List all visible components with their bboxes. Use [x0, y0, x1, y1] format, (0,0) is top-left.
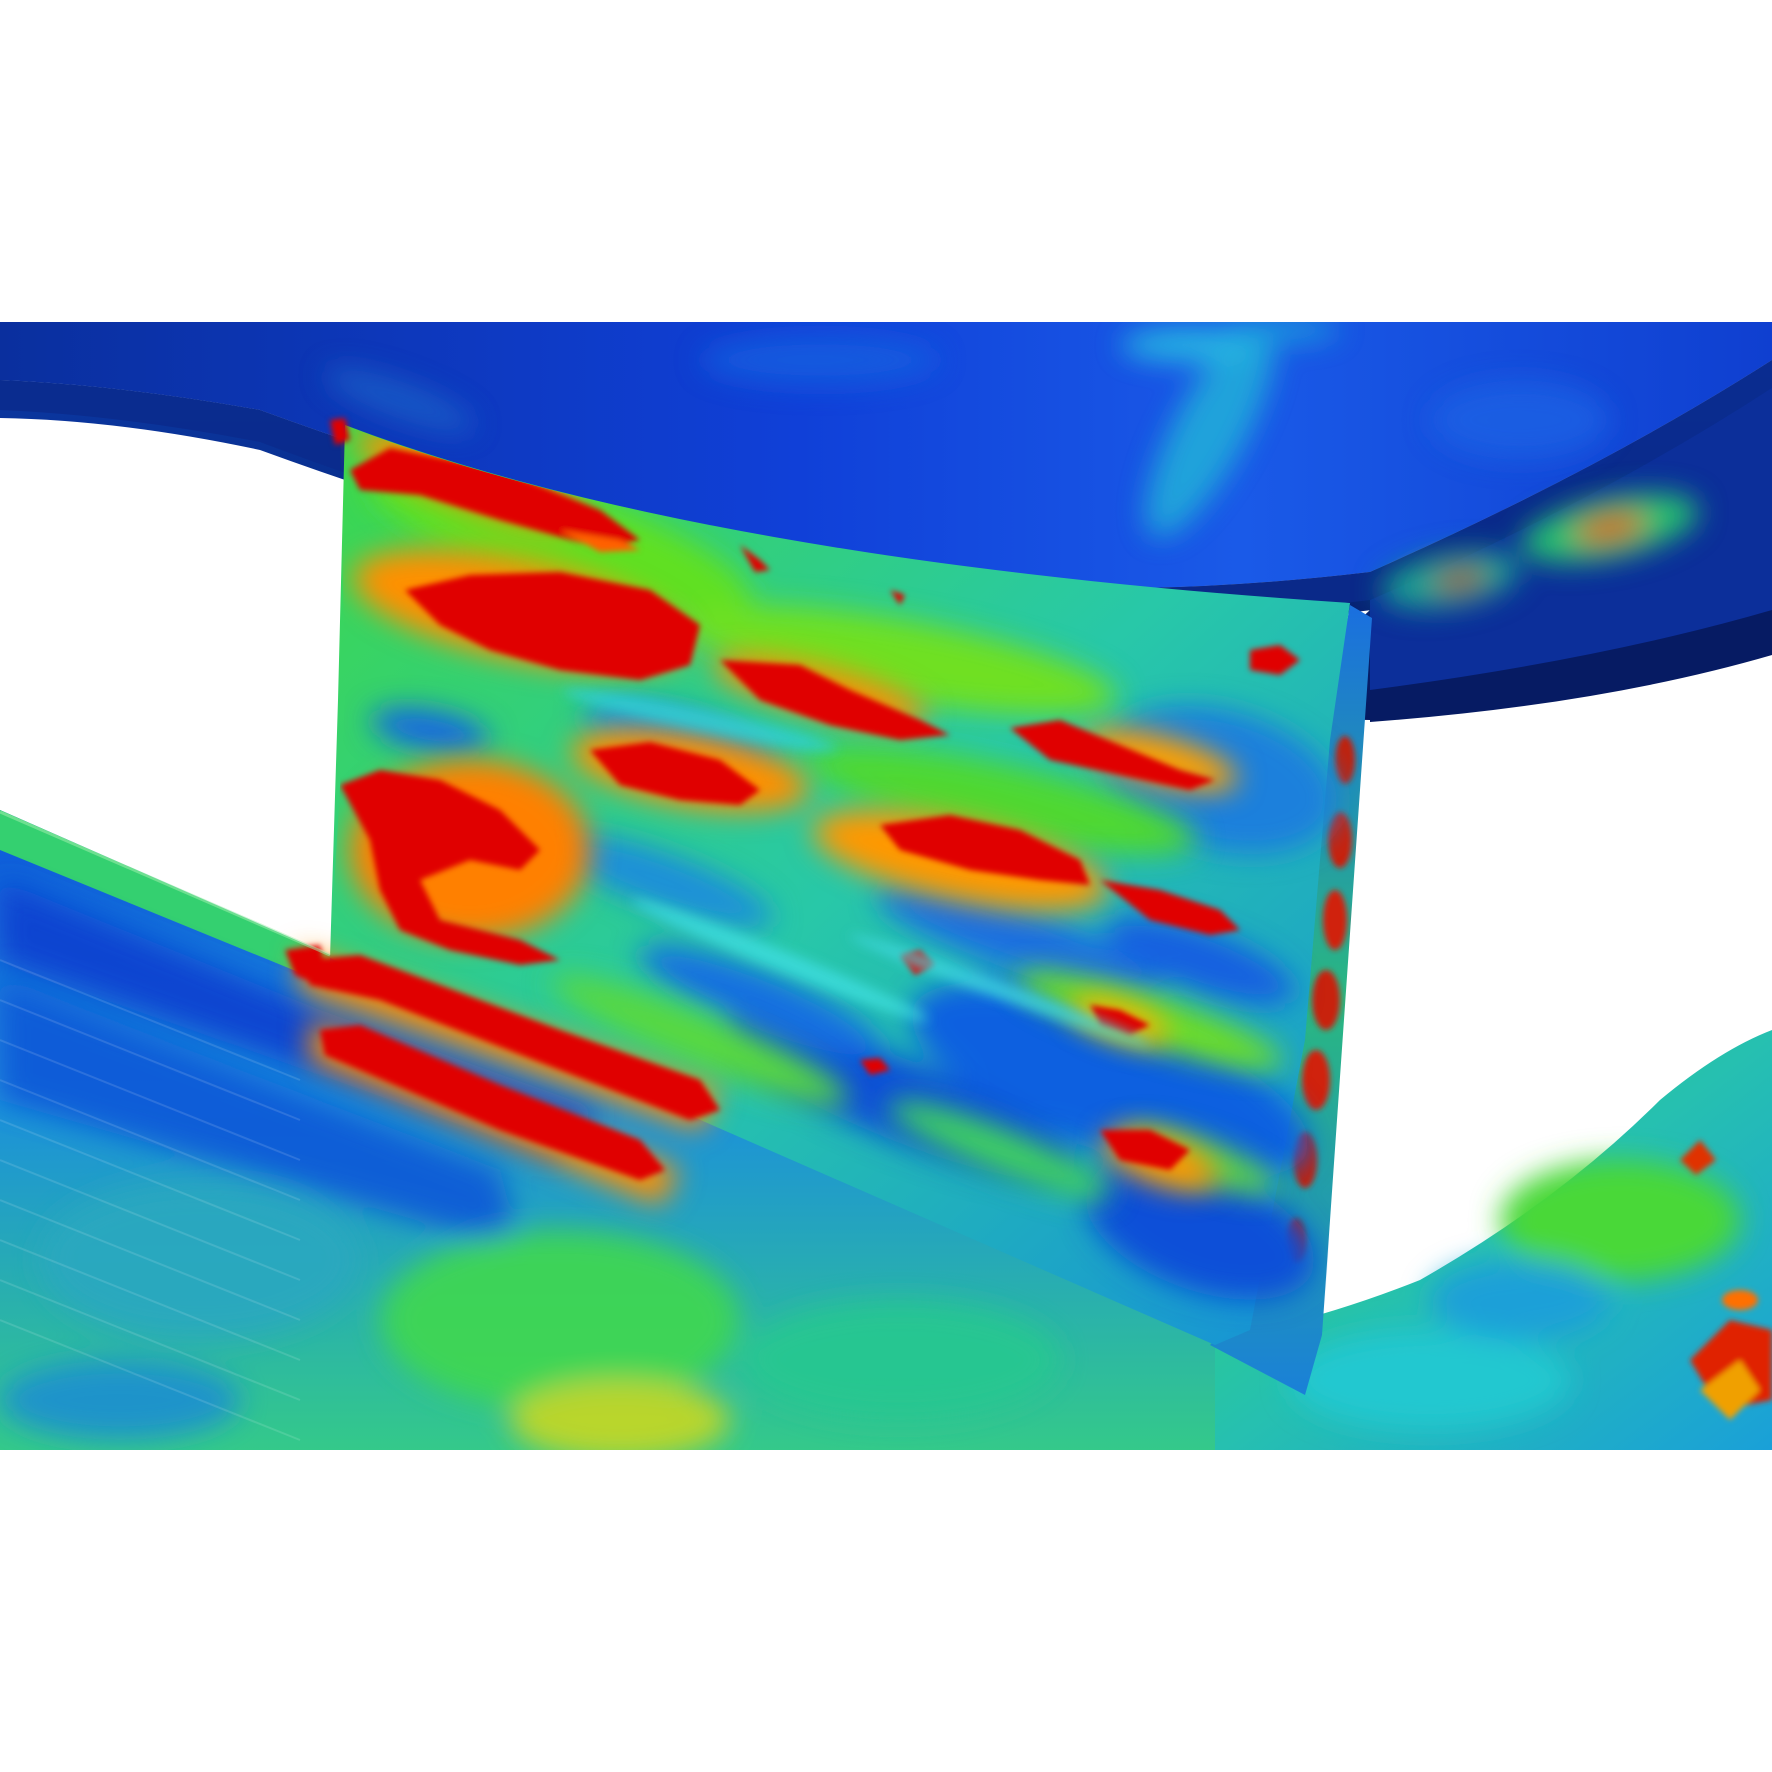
bottom-beam-edge	[0, 810, 330, 985]
bottom-right-contours	[1290, 1160, 1740, 1430]
top-beam-highlights	[324, 322, 1610, 538]
bottom-beam-red-stripes	[285, 418, 720, 1205]
top-beam-right-edge	[1370, 610, 1772, 722]
web-plate-contours	[340, 432, 1338, 1300]
bottom-beam-mesh	[0, 959, 301, 1441]
top-beam	[0, 322, 1772, 589]
bottom-beam-contours	[0, 880, 1060, 1450]
top-beam-warm-spots	[1380, 493, 1699, 609]
bottom-right-hotspots	[1680, 1140, 1772, 1420]
bottom-beam-highlight	[0, 810, 331, 957]
